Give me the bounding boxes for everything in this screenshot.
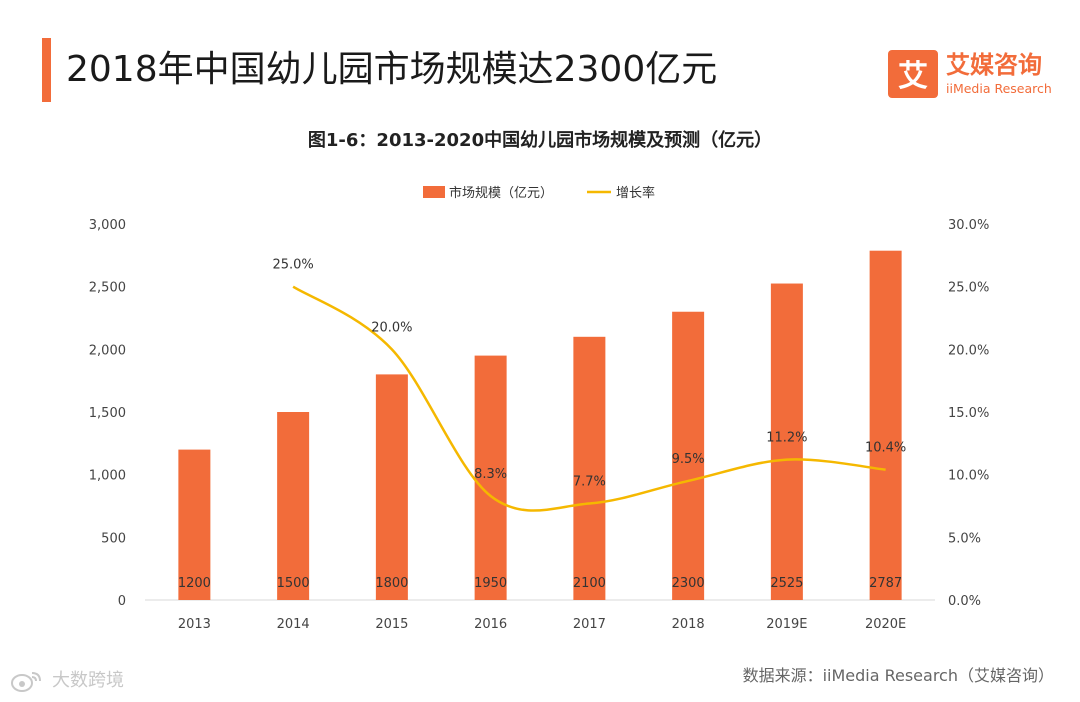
logo-mark: 艾 — [888, 50, 938, 98]
watermark-text: 大数跨境 — [52, 670, 124, 691]
x-tick-label: 2014 — [277, 617, 310, 632]
x-tick-label: 2016 — [474, 617, 507, 632]
bar-value-label: 2100 — [573, 576, 606, 591]
growth-rate-label: 7.7% — [573, 474, 606, 489]
bar-2013 — [178, 449, 211, 600]
bar-value-label: 1500 — [277, 576, 310, 591]
bar-value-label: 1800 — [375, 576, 408, 591]
legend-label-growth-rate: 增长率 — [616, 185, 655, 201]
y-right-tick-label: 10.0% — [948, 469, 989, 484]
y-axis-right: 0.0% 5.0% 10.0% 15.0% 20.0% 25.0% 30.0% — [948, 218, 989, 609]
x-tick-label: 2018 — [672, 617, 705, 632]
chart-title: 图1-6：2013-2020中国幼儿园市场规模及预测（亿元） — [307, 130, 773, 151]
page-title: 2018年中国幼儿园市场规模达2300亿元 — [66, 49, 718, 90]
growth-rate-label: 10.4% — [865, 441, 906, 456]
iimedia-logo: 艾 艾媒咨询 iiMedia Research — [888, 50, 1068, 102]
bar-value-labels: 1200 1500 1800 1950 2100 2300 2525 2787 — [178, 576, 902, 591]
bar-2014 — [277, 412, 310, 600]
bar-value-label: 2300 — [672, 576, 705, 591]
legend-label-market-size: 市场规模（亿元） — [449, 185, 553, 201]
y-right-tick-label: 0.0% — [948, 594, 981, 609]
y-left-tick-label: 2,000 — [89, 343, 126, 358]
title-accent-bar — [42, 38, 51, 102]
bar-2016 — [474, 355, 507, 600]
growth-rate-label: 20.0% — [371, 320, 412, 335]
bar-value-label: 1200 — [178, 576, 211, 591]
weibo-icon — [11, 672, 41, 692]
bar-2018 — [672, 311, 705, 600]
x-tick-label: 2013 — [178, 617, 211, 632]
bar-2015 — [375, 374, 408, 600]
x-tick-label: 2019E — [766, 617, 807, 632]
logo-mark-icon: 艾 — [898, 59, 928, 94]
data-source: 数据来源：iiMedia Research（艾媒咨询） — [742, 666, 1054, 685]
y-left-tick-label: 1,500 — [89, 406, 126, 421]
growth-rate-labels: 25.0% 20.0% 8.3% 7.7% 9.5% 11.2% 10.4% — [272, 258, 906, 490]
growth-rate-line — [292, 285, 886, 512]
y-right-tick-label: 15.0% — [948, 406, 989, 421]
logo-text-cn: 艾媒咨询 — [946, 51, 1042, 79]
x-tick-label: 2020E — [865, 617, 906, 632]
y-left-tick-label: 1,000 — [89, 469, 126, 484]
growth-rate-label: 8.3% — [474, 467, 507, 482]
y-right-tick-label: 30.0% — [948, 218, 989, 233]
growth-rate-label: 9.5% — [672, 452, 705, 467]
x-tick-label: 2017 — [573, 617, 606, 632]
y-left-tick-label: 500 — [101, 531, 126, 546]
y-left-tick-label: 0 — [118, 594, 126, 609]
growth-rate-label: 11.2% — [766, 431, 807, 446]
bar-value-label: 1950 — [474, 576, 507, 591]
y-left-tick-label: 3,000 — [89, 218, 126, 233]
growth-rate-label: 25.0% — [272, 258, 313, 273]
y-right-tick-label: 5.0% — [948, 531, 981, 546]
legend-swatch-market-size — [423, 186, 445, 198]
y-left-tick-label: 2,500 — [89, 281, 126, 296]
bar-2017 — [573, 336, 606, 600]
bar-2019E — [770, 283, 803, 600]
x-axis-tick-labels: 2013 2014 2015 2016 2017 2018 2019E 2020E — [178, 617, 906, 632]
y-axis-left: 0 500 1,000 1,500 2,000 2,500 3,000 — [89, 218, 126, 609]
y-right-tick-label: 20.0% — [948, 343, 989, 358]
bar-value-label: 2525 — [770, 576, 803, 591]
bar-series — [178, 250, 902, 601]
bar-2020E — [869, 250, 902, 601]
bar-value-label: 2787 — [869, 576, 902, 591]
chart-legend: 市场规模（亿元） 增长率 — [423, 185, 655, 201]
x-tick-label: 2015 — [375, 617, 408, 632]
watermark: 大数跨境 — [10, 666, 124, 696]
y-right-tick-label: 25.0% — [948, 281, 989, 296]
logo-mark-glyph: 艾 — [898, 59, 928, 94]
logo-text-en: iiMedia Research — [946, 81, 1052, 96]
